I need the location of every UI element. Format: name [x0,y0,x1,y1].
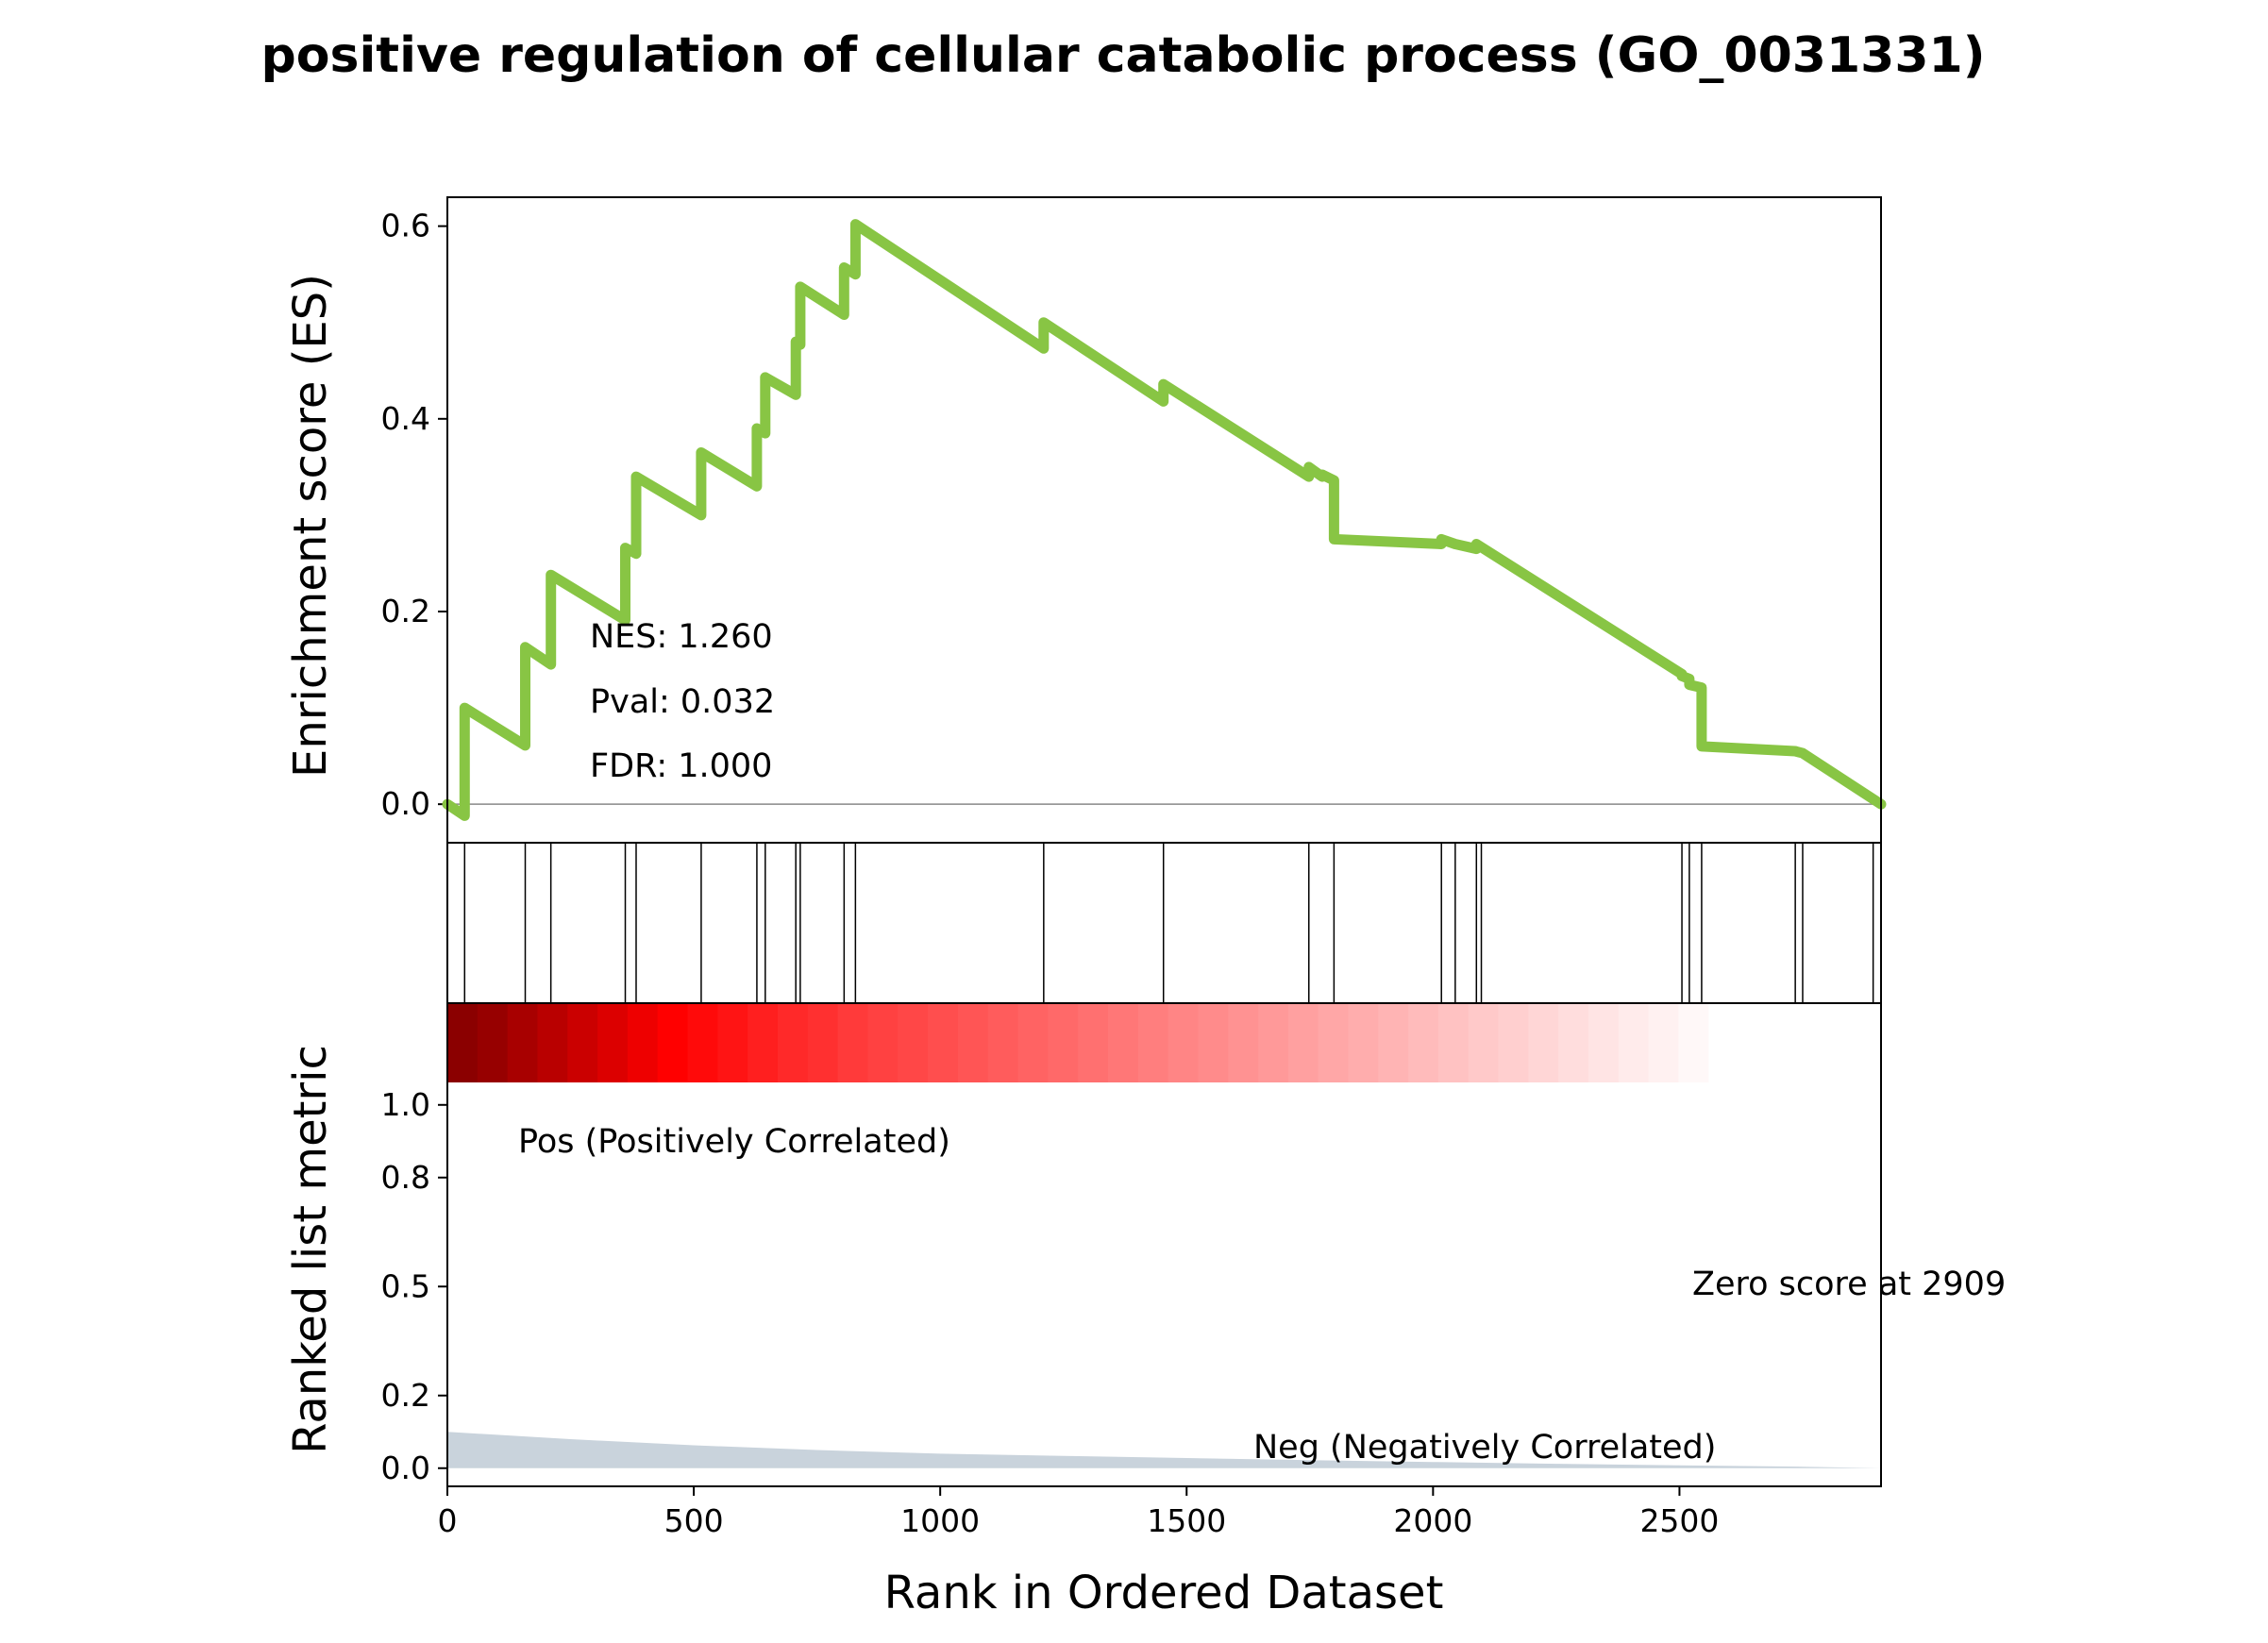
hits-panel-frame [446,842,1882,1004]
heatmap-cell [1017,1003,1050,1082]
fdr-stat: FDR: 1.000 [590,747,772,785]
metric-y-axis-label: Ranked list metric [284,1045,337,1454]
heatmap-cell [627,1003,659,1082]
zero-score-label: Zero score at 2909 [1692,1266,2006,1303]
heatmap-cell [717,1003,748,1082]
metric-panel-frame [446,1002,1882,1487]
heatmap-cell [537,1003,569,1082]
x-tick-label: 1000 [900,1502,980,1539]
rank-heatmap [447,1003,1739,1082]
heatmap-cell [1348,1003,1380,1082]
x-axis-ticks: 0 500 1000 1500 2000 2500 [438,1486,1719,1539]
x-tick-label: 2500 [1639,1502,1719,1539]
heatmap-cell [1137,1003,1169,1082]
heatmap-cell [1498,1003,1530,1082]
positively-correlated-label: Pos (Positively Correlated) [518,1123,950,1161]
heatmap-cell [1318,1003,1350,1082]
heatmap-cell [507,1003,539,1082]
heatmap-cell [567,1003,598,1082]
heatmap-cell [1408,1003,1439,1082]
nes-stat: NES: 1.260 [590,618,773,656]
heatmap-cell [867,1003,899,1082]
heatmap-cell [957,1003,989,1082]
hit-lines [463,843,1874,1003]
es-panel: Enrichment score (ES) 0.0 0.2 0.4 0.6 NES: … [284,196,1887,844]
es-y-tick-label: 0.6 [381,208,430,244]
heatmap-cell [1678,1003,1710,1082]
heatmap-cell [987,1003,1019,1082]
es-y-tick-label: 0.2 [381,593,430,629]
heatmap-cell [1618,1003,1650,1082]
heatmap-cell [1258,1003,1289,1082]
heatmap-cell [1048,1003,1079,1082]
es-curve [442,219,1887,821]
es-y-tick-label: 0.4 [381,400,430,437]
heatmap-cell [477,1003,509,1082]
metric-y-tick-label: 1.0 [381,1086,430,1123]
heatmap-cell [1378,1003,1409,1082]
metric-y-tick-label: 0.8 [381,1159,430,1196]
metric-y-tick-label: 0.0 [381,1450,430,1486]
heatmap-cell [1708,1003,1739,1082]
heatmap-cell [447,1003,479,1082]
x-tick-label: 2000 [1393,1502,1472,1539]
x-axis-label: Rank in Ordered Dataset [884,1567,1444,1619]
x-tick-label: 500 [664,1502,724,1539]
heatmap-cell [597,1003,629,1082]
metric-panel: Ranked list metric 0.0 0.2 0.5 0.8 1.0 Pos (… [284,1002,2006,1487]
es-panel-frame [446,196,1882,844]
heatmap-cell [898,1003,929,1082]
heatmap-cell [1648,1003,1680,1082]
heatmap-cell [1588,1003,1620,1082]
heatmap-cell [1558,1003,1589,1082]
hits-panel [446,842,1882,1004]
es-y-ticks: 0.0 0.2 0.4 0.6 [381,208,447,822]
metric-y-tick-label: 0.5 [381,1267,430,1304]
chart-title: positive regulation of cellular cataboli… [261,27,1986,84]
x-tick-label: 1500 [1147,1502,1226,1539]
heatmap-cell [687,1003,719,1082]
heatmap-cell [1287,1003,1319,1082]
es-y-axis-label: Enrichment score (ES) [284,274,337,778]
heatmap-cell [1078,1003,1109,1082]
metric-y-tick-label: 0.2 [381,1377,430,1414]
heatmap-cell [1468,1003,1500,1082]
heatmap-cell [657,1003,689,1082]
pval-stat: Pval: 0.032 [590,683,775,721]
ranked-metric-area [447,1432,1881,1468]
x-tick-label: 0 [438,1502,458,1539]
heatmap-cell [777,1003,809,1082]
heatmap-cell [1107,1003,1139,1082]
heatmap-cell [1437,1003,1470,1082]
heatmap-cell [928,1003,959,1082]
negatively-correlated-label: Neg (Negatively Correlated) [1253,1429,1716,1467]
heatmap-cell [837,1003,869,1082]
heatmap-cell [807,1003,839,1082]
es-y-tick-label: 0.0 [381,785,430,822]
heatmap-cell [1168,1003,1200,1082]
metric-y-ticks: 0.0 0.2 0.5 0.8 1.0 [381,1086,447,1486]
heatmap-cell [1528,1003,1559,1082]
heatmap-cell [1228,1003,1259,1082]
heatmap-cell [1198,1003,1230,1082]
heatmap-cell [748,1003,779,1082]
